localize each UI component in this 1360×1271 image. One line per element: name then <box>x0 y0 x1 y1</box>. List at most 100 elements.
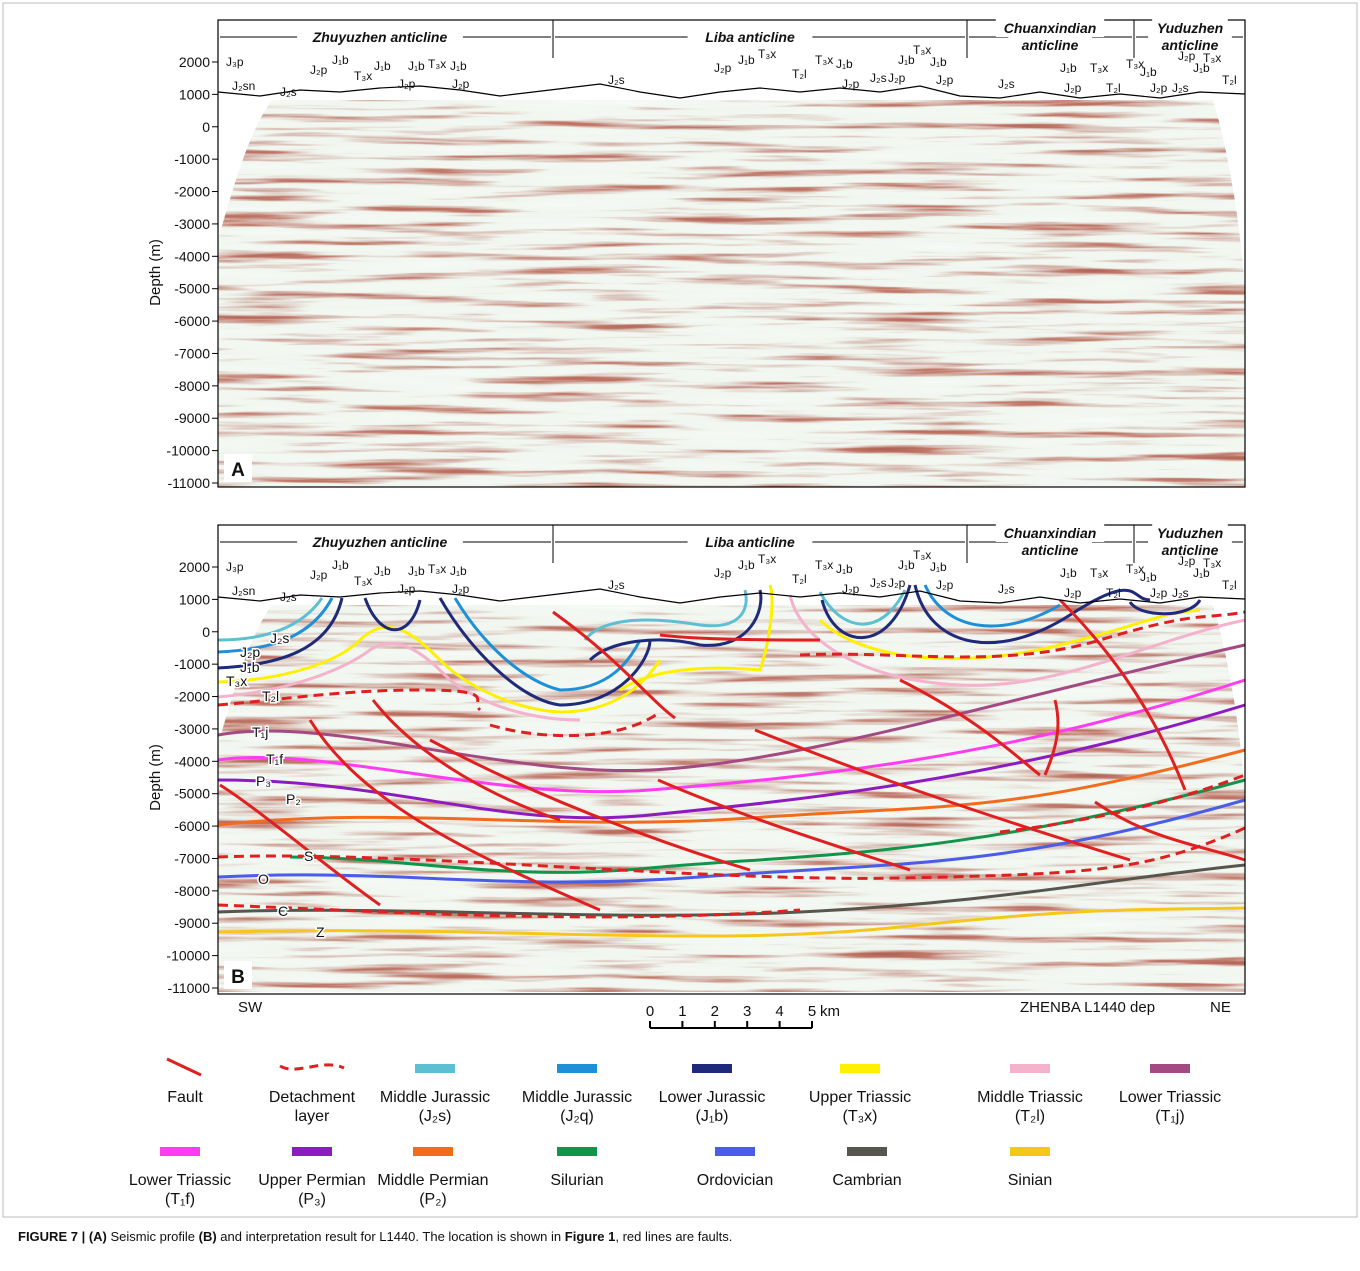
panel-letter: B <box>231 967 245 988</box>
y-tick-label: -10000 <box>166 948 210 964</box>
legend-label: (J₂s) <box>419 1108 452 1125</box>
anticline-label: Chuanxindian <box>1004 525 1097 541</box>
y-tick-label: -7000 <box>174 345 210 361</box>
formation-label: T₃x <box>913 548 931 562</box>
y-tick-label: 2000 <box>179 559 210 575</box>
formation-label: J₂p <box>1150 586 1168 600</box>
formation-label: J₁b <box>450 564 467 578</box>
legend-label: (P₃) <box>298 1191 326 1208</box>
formation-label: J₂p <box>1178 49 1196 63</box>
formation-label: J₂p <box>842 77 860 91</box>
label-bg <box>1008 541 1092 559</box>
legend-swatch <box>557 1064 597 1073</box>
horizon-label: T₁j <box>252 724 268 740</box>
formation-label: T₃x <box>758 552 776 566</box>
label-bg <box>297 28 463 46</box>
panel-overlay: Zhuyuzhen anticline Liba anticline Chuanxi… <box>147 19 1246 491</box>
formation-label: J₂s <box>1172 81 1189 95</box>
y-tick-label: -2000 <box>174 689 210 705</box>
label-bg <box>297 533 463 551</box>
y-tick-label: -3000 <box>174 721 210 737</box>
caption-part: (B) <box>199 1229 217 1244</box>
y-tick-label: 0 <box>202 624 210 640</box>
anticline-label: anticline <box>1022 542 1079 558</box>
formation-label: J₂p <box>398 77 416 91</box>
anticline-label: Yuduzhen <box>1157 525 1223 541</box>
scale-label: 4 <box>775 1003 783 1020</box>
horizon-label: S <box>304 848 313 864</box>
legend-swatch <box>1010 1147 1050 1156</box>
y-tick-label: -4000 <box>174 753 210 769</box>
legend-label: Lower Jurassic <box>659 1089 766 1106</box>
formation-label: T₂l <box>1106 81 1121 95</box>
formation-label: J₂s <box>870 576 887 590</box>
figure-frame <box>2 2 1358 1218</box>
legend-swatch <box>847 1147 887 1156</box>
formation-label: T₂l <box>792 67 807 81</box>
horizon-label: P₂ <box>286 791 301 807</box>
plot-frame <box>217 19 1246 488</box>
profile-note: ZHENBA L1440 dep <box>1020 999 1155 1016</box>
y-tick-label: 1000 <box>179 591 210 607</box>
formation-label: J₂p <box>310 568 328 582</box>
horizon-label: T₁f <box>266 751 283 767</box>
formation-label: J₂p <box>1150 81 1168 95</box>
formation-label: J₂p <box>888 71 906 85</box>
formation-label: J₁b <box>738 53 755 67</box>
formation-label: J₂s <box>998 77 1015 91</box>
formation-label: J₂p <box>1064 586 1082 600</box>
formation-label: J₂p <box>842 582 860 596</box>
y-tick-label: -1000 <box>174 151 210 167</box>
formation-label: T₃x <box>758 47 776 61</box>
formation-label: J₂p <box>714 566 732 580</box>
formation-label: J₁b <box>1060 566 1077 580</box>
formation-label: J₂p <box>714 61 732 75</box>
y-tick-label: -9000 <box>174 410 210 426</box>
horizon-label: J₁b <box>240 659 260 675</box>
label-bg <box>1152 19 1228 37</box>
legend-swatch <box>715 1147 755 1156</box>
y-tick-label: -10000 <box>166 443 210 459</box>
formation-label: J₂p <box>936 73 954 87</box>
plot-frame <box>217 524 1246 995</box>
y-tick-label: -8000 <box>174 883 210 899</box>
formation-label: T₂l <box>1222 73 1237 87</box>
axis-label: Depth (m) <box>147 239 164 306</box>
panel-letter: A <box>231 460 245 481</box>
formation-label: T₂l <box>1106 586 1121 600</box>
y-tick-label: -1000 <box>174 656 210 672</box>
formation-label: J₂s <box>1172 586 1189 600</box>
formation-label: T₂l <box>792 572 807 586</box>
y-tick-label: -6000 <box>174 818 210 834</box>
formation-label: J₁b <box>408 59 425 73</box>
anticline-label: Chuanxindian <box>1004 20 1097 36</box>
formation-label: J₁b <box>930 560 947 574</box>
label-bg <box>1148 36 1232 54</box>
formation-label: J₂p <box>452 582 470 596</box>
y-tick-label: -3000 <box>174 216 210 232</box>
y-tick-label: -11000 <box>167 475 210 491</box>
scale-label: 2 <box>711 1003 719 1020</box>
caption-part: Figure 1 <box>565 1229 616 1244</box>
y-tick-label: 1000 <box>179 86 210 102</box>
formation-label: J₁b <box>1140 65 1157 79</box>
orientation-left: SW <box>238 999 263 1016</box>
legend-label: (P₂) <box>419 1191 447 1208</box>
formation-label: J₂sn <box>232 79 255 93</box>
horizon-label: J₂s <box>270 630 289 646</box>
formation-label: J₁b <box>1060 61 1077 75</box>
interpretation <box>217 584 1246 938</box>
scale-label: 3 <box>743 1003 751 1020</box>
formation-label: T₃x <box>1126 57 1144 71</box>
legend-label: (J₂q) <box>560 1108 594 1125</box>
seismic-image <box>218 100 1245 487</box>
formation-label: J₁b <box>898 53 915 67</box>
anticline-label: anticline <box>1022 37 1079 53</box>
formation-label: J₂p <box>936 578 954 592</box>
formation-label: J₁b <box>738 558 755 572</box>
horizon-label: O <box>258 871 269 887</box>
formation-label: T₂l <box>1222 578 1237 592</box>
formation-label: T₃x <box>815 558 833 572</box>
label-bg <box>1152 524 1228 542</box>
label-bg <box>1008 36 1092 54</box>
